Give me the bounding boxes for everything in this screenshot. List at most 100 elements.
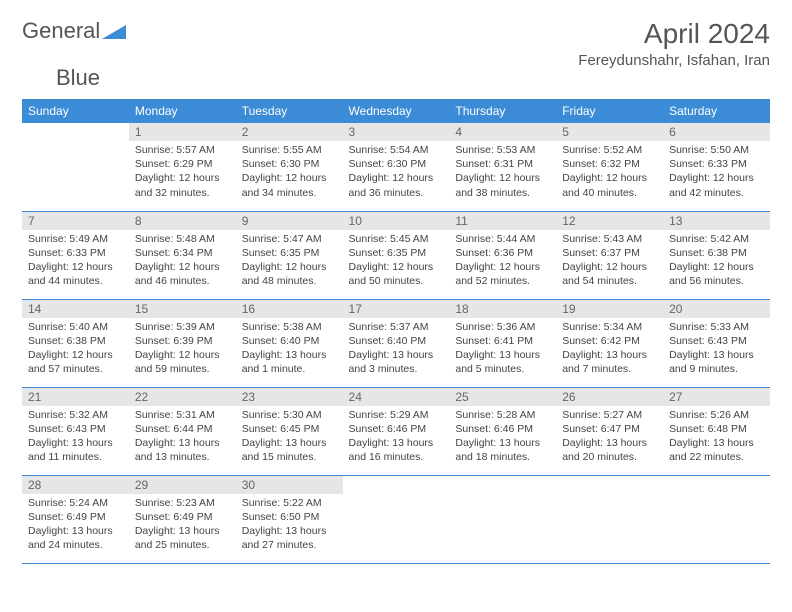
day-number: 11 (449, 212, 556, 230)
day-info: Sunrise: 5:37 AMSunset: 6:40 PMDaylight:… (343, 318, 450, 381)
calendar-row: 21Sunrise: 5:32 AMSunset: 6:43 PMDayligh… (22, 387, 770, 475)
sunset-line: Sunset: 6:46 PM (349, 422, 444, 436)
sunset-line: Sunset: 6:49 PM (135, 510, 230, 524)
daylight-line: Daylight: 12 hours and 44 minutes. (28, 260, 123, 288)
day-info: Sunrise: 5:32 AMSunset: 6:43 PMDaylight:… (22, 406, 129, 469)
day-info: Sunrise: 5:27 AMSunset: 6:47 PMDaylight:… (556, 406, 663, 469)
day-info: Sunrise: 5:52 AMSunset: 6:32 PMDaylight:… (556, 141, 663, 204)
calendar-cell: 1Sunrise: 5:57 AMSunset: 6:29 PMDaylight… (129, 123, 236, 211)
calendar-cell: 6Sunrise: 5:50 AMSunset: 6:33 PMDaylight… (663, 123, 770, 211)
daylight-line: Daylight: 13 hours and 25 minutes. (135, 524, 230, 552)
title-block: April 2024 Fereydunshahr, Isfahan, Iran (578, 18, 770, 69)
sunrise-line: Sunrise: 5:23 AM (135, 496, 230, 510)
sunrise-line: Sunrise: 5:42 AM (669, 232, 764, 246)
header: General April 2024 Fereydunshahr, Isfaha… (22, 18, 770, 69)
sunrise-line: Sunrise: 5:50 AM (669, 143, 764, 157)
sunrise-line: Sunrise: 5:30 AM (242, 408, 337, 422)
sunrise-line: Sunrise: 5:54 AM (349, 143, 444, 157)
day-info: Sunrise: 5:38 AMSunset: 6:40 PMDaylight:… (236, 318, 343, 381)
day-number: 14 (22, 300, 129, 318)
day-number: 9 (236, 212, 343, 230)
day-info: Sunrise: 5:33 AMSunset: 6:43 PMDaylight:… (663, 318, 770, 381)
day-number: 4 (449, 123, 556, 141)
weekday-header: Saturday (663, 99, 770, 123)
daylight-line: Daylight: 12 hours and 56 minutes. (669, 260, 764, 288)
sunrise-line: Sunrise: 5:48 AM (135, 232, 230, 246)
calendar-cell: 28Sunrise: 5:24 AMSunset: 6:49 PMDayligh… (22, 475, 129, 563)
brand-word1: General (22, 18, 100, 44)
weekday-header: Thursday (449, 99, 556, 123)
day-info: Sunrise: 5:30 AMSunset: 6:45 PMDaylight:… (236, 406, 343, 469)
day-info: Sunrise: 5:48 AMSunset: 6:34 PMDaylight:… (129, 230, 236, 293)
daylight-line: Daylight: 13 hours and 20 minutes. (562, 436, 657, 464)
sunset-line: Sunset: 6:35 PM (242, 246, 337, 260)
day-info: Sunrise: 5:31 AMSunset: 6:44 PMDaylight:… (129, 406, 236, 469)
daylight-line: Daylight: 13 hours and 5 minutes. (455, 348, 550, 376)
calendar-cell: 4Sunrise: 5:53 AMSunset: 6:31 PMDaylight… (449, 123, 556, 211)
weekday-header: Wednesday (343, 99, 450, 123)
daylight-line: Daylight: 12 hours and 38 minutes. (455, 171, 550, 199)
sunset-line: Sunset: 6:30 PM (349, 157, 444, 171)
sunrise-line: Sunrise: 5:29 AM (349, 408, 444, 422)
day-number: 15 (129, 300, 236, 318)
brand-logo: General (22, 18, 128, 44)
sunrise-line: Sunrise: 5:53 AM (455, 143, 550, 157)
day-number: 26 (556, 388, 663, 406)
day-number: 8 (129, 212, 236, 230)
sunset-line: Sunset: 6:34 PM (135, 246, 230, 260)
day-info: Sunrise: 5:55 AMSunset: 6:30 PMDaylight:… (236, 141, 343, 204)
sunset-line: Sunset: 6:47 PM (562, 422, 657, 436)
sunrise-line: Sunrise: 5:44 AM (455, 232, 550, 246)
sunset-line: Sunset: 6:29 PM (135, 157, 230, 171)
sunset-line: Sunset: 6:49 PM (28, 510, 123, 524)
day-info: Sunrise: 5:57 AMSunset: 6:29 PMDaylight:… (129, 141, 236, 204)
calendar-cell: 13Sunrise: 5:42 AMSunset: 6:38 PMDayligh… (663, 211, 770, 299)
calendar-cell: 9Sunrise: 5:47 AMSunset: 6:35 PMDaylight… (236, 211, 343, 299)
day-info: Sunrise: 5:26 AMSunset: 6:48 PMDaylight:… (663, 406, 770, 469)
day-info: Sunrise: 5:34 AMSunset: 6:42 PMDaylight:… (556, 318, 663, 381)
location-subtitle: Fereydunshahr, Isfahan, Iran (578, 52, 770, 69)
day-info: Sunrise: 5:45 AMSunset: 6:35 PMDaylight:… (343, 230, 450, 293)
day-number: 16 (236, 300, 343, 318)
daylight-line: Daylight: 13 hours and 15 minutes. (242, 436, 337, 464)
calendar-cell-empty (343, 475, 450, 563)
calendar-cell: 15Sunrise: 5:39 AMSunset: 6:39 PMDayligh… (129, 299, 236, 387)
weekday-header: Monday (129, 99, 236, 123)
daylight-line: Daylight: 12 hours and 48 minutes. (242, 260, 337, 288)
sunset-line: Sunset: 6:35 PM (349, 246, 444, 260)
calendar-cell: 25Sunrise: 5:28 AMSunset: 6:46 PMDayligh… (449, 387, 556, 475)
day-number: 12 (556, 212, 663, 230)
day-number: 24 (343, 388, 450, 406)
sunrise-line: Sunrise: 5:27 AM (562, 408, 657, 422)
calendar-cell: 10Sunrise: 5:45 AMSunset: 6:35 PMDayligh… (343, 211, 450, 299)
day-number: 23 (236, 388, 343, 406)
sunrise-line: Sunrise: 5:22 AM (242, 496, 337, 510)
calendar-row: 14Sunrise: 5:40 AMSunset: 6:38 PMDayligh… (22, 299, 770, 387)
calendar-cell: 5Sunrise: 5:52 AMSunset: 6:32 PMDaylight… (556, 123, 663, 211)
day-number: 27 (663, 388, 770, 406)
weekday-header: Tuesday (236, 99, 343, 123)
calendar-cell: 11Sunrise: 5:44 AMSunset: 6:36 PMDayligh… (449, 211, 556, 299)
daylight-line: Daylight: 12 hours and 46 minutes. (135, 260, 230, 288)
daylight-line: Daylight: 12 hours and 42 minutes. (669, 171, 764, 199)
daylight-line: Daylight: 13 hours and 13 minutes. (135, 436, 230, 464)
day-info: Sunrise: 5:29 AMSunset: 6:46 PMDaylight:… (343, 406, 450, 469)
calendar-cell-empty (449, 475, 556, 563)
day-info: Sunrise: 5:54 AMSunset: 6:30 PMDaylight:… (343, 141, 450, 204)
sunrise-line: Sunrise: 5:39 AM (135, 320, 230, 334)
day-info: Sunrise: 5:23 AMSunset: 6:49 PMDaylight:… (129, 494, 236, 557)
calendar-table: SundayMondayTuesdayWednesdayThursdayFrid… (22, 99, 770, 564)
daylight-line: Daylight: 13 hours and 1 minute. (242, 348, 337, 376)
daylight-line: Daylight: 12 hours and 54 minutes. (562, 260, 657, 288)
brand-word2: Blue (56, 65, 100, 90)
calendar-cell: 7Sunrise: 5:49 AMSunset: 6:33 PMDaylight… (22, 211, 129, 299)
day-info: Sunrise: 5:49 AMSunset: 6:33 PMDaylight:… (22, 230, 129, 293)
sunrise-line: Sunrise: 5:26 AM (669, 408, 764, 422)
sunrise-line: Sunrise: 5:43 AM (562, 232, 657, 246)
calendar-cell: 14Sunrise: 5:40 AMSunset: 6:38 PMDayligh… (22, 299, 129, 387)
day-info: Sunrise: 5:28 AMSunset: 6:46 PMDaylight:… (449, 406, 556, 469)
day-number: 17 (343, 300, 450, 318)
sunrise-line: Sunrise: 5:31 AM (135, 408, 230, 422)
sunrise-line: Sunrise: 5:57 AM (135, 143, 230, 157)
day-number: 29 (129, 476, 236, 494)
